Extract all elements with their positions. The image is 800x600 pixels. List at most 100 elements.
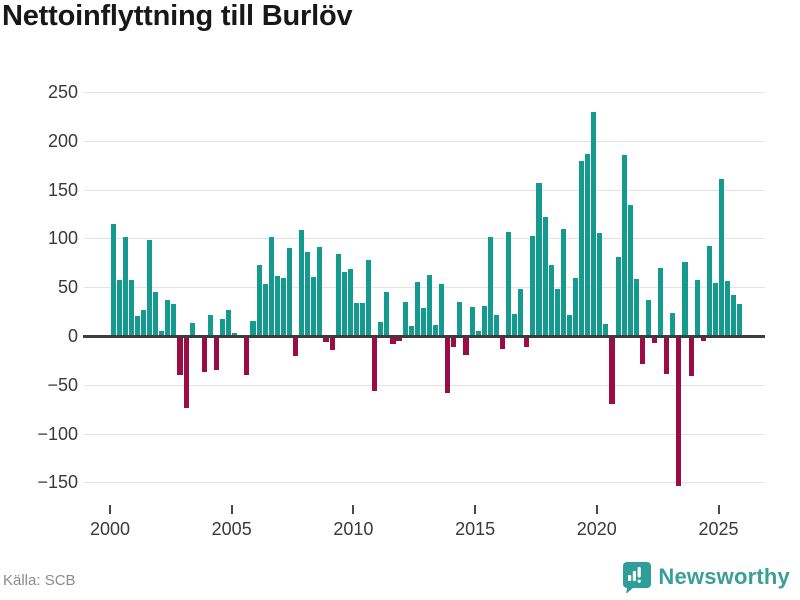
- bar: [475, 331, 481, 336]
- bar: [536, 182, 542, 336]
- chart-title: Nettoinflyttning till Burlöv: [2, 0, 353, 32]
- x-axis-tick: [474, 505, 477, 514]
- x-axis-tick: [109, 505, 111, 514]
- x-axis-label: 2020: [576, 519, 617, 539]
- bar: [676, 337, 682, 487]
- bar: [426, 275, 432, 336]
- bar: [530, 236, 536, 336]
- bar: [481, 305, 487, 336]
- bar: [615, 256, 621, 336]
- y-axis-label: 0: [67, 326, 78, 346]
- gridline--50: [84, 384, 765, 386]
- bar: [122, 237, 128, 336]
- bar: [341, 271, 347, 336]
- gridline-250: [84, 91, 765, 93]
- bar: [402, 301, 408, 336]
- bar: [213, 337, 220, 371]
- y-axis-label: 250: [47, 81, 78, 102]
- bar: [384, 292, 390, 336]
- bar: [177, 337, 183, 376]
- bar: [609, 337, 615, 405]
- bar: [591, 112, 597, 336]
- bar: [627, 205, 633, 336]
- bar: [737, 303, 743, 336]
- bar: [548, 264, 554, 336]
- gridline-150: [84, 189, 765, 191]
- bar: [299, 229, 305, 336]
- bar: [147, 240, 153, 336]
- gridline-200: [84, 140, 765, 142]
- bar: [134, 316, 140, 336]
- bar: [463, 337, 469, 355]
- bar: [664, 337, 670, 375]
- bar: [579, 161, 585, 336]
- bar: [493, 315, 499, 336]
- bar: [554, 289, 560, 336]
- x-axis-label: 2000: [89, 519, 131, 539]
- bar: [433, 325, 439, 336]
- zero-axis-line: [83, 334, 765, 338]
- y-axis-label: 50: [57, 277, 78, 298]
- bar: [506, 231, 512, 336]
- bar: [116, 280, 122, 336]
- bar: [621, 155, 627, 336]
- bar: [670, 312, 676, 336]
- x-axis-label: 2010: [333, 519, 374, 539]
- bar: [293, 337, 299, 356]
- y-axis-label: 150: [47, 179, 78, 200]
- newsworthy-logo-icon: [623, 562, 652, 593]
- bar: [396, 337, 402, 341]
- bar: [731, 294, 737, 336]
- bar: [378, 322, 384, 336]
- y-axis-label: 100: [47, 228, 78, 249]
- bar: [366, 259, 372, 336]
- bar: [645, 299, 652, 336]
- bar: [512, 313, 518, 336]
- bar: [262, 284, 268, 336]
- bar: [451, 337, 457, 347]
- bar: [372, 337, 378, 391]
- bar: [572, 278, 579, 336]
- x-axis-tick: [230, 505, 233, 514]
- bar: [311, 277, 317, 336]
- bar: [268, 237, 274, 336]
- bar: [390, 337, 396, 344]
- bar: [439, 284, 445, 336]
- y-axis-label: −100: [37, 423, 78, 444]
- bar: [706, 246, 712, 336]
- bar: [286, 248, 293, 336]
- bar: [165, 299, 171, 336]
- bar: [420, 307, 426, 336]
- bar: [542, 216, 548, 336]
- bar: [694, 280, 700, 336]
- bar: [700, 337, 706, 341]
- bar: [323, 337, 329, 342]
- x-axis-label: 2005: [211, 519, 252, 539]
- bar: [140, 309, 147, 336]
- bar: [652, 337, 658, 343]
- bar: [305, 252, 311, 336]
- bar: [712, 283, 718, 336]
- bar: [566, 315, 572, 336]
- bar: [189, 323, 195, 336]
- bar: [226, 309, 232, 336]
- bar: [445, 337, 451, 393]
- bar: [201, 337, 207, 373]
- bar: [633, 279, 639, 336]
- bar: [207, 314, 213, 336]
- bar: [329, 337, 335, 350]
- bar: [518, 289, 524, 336]
- bar: [250, 321, 256, 336]
- y-axis-label: 200: [47, 130, 78, 151]
- newsworthy-logo-text: Newsworthy: [658, 564, 790, 589]
- bar: [725, 281, 731, 336]
- bar: [524, 337, 530, 347]
- bar: [359, 302, 366, 336]
- bar: [719, 178, 725, 336]
- bar: [347, 268, 353, 336]
- bar: [280, 278, 286, 336]
- bar: [682, 261, 688, 336]
- bar: [560, 228, 566, 336]
- bar: [639, 337, 645, 365]
